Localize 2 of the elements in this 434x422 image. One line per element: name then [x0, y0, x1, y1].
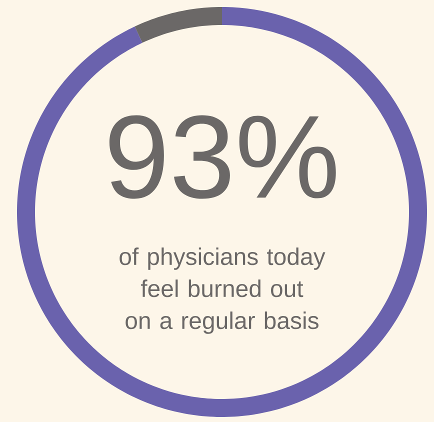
text: 93%: [109, 115, 336, 199]
text: of physicians today feel burned out on a regular basis: [120, 248, 326, 334]
